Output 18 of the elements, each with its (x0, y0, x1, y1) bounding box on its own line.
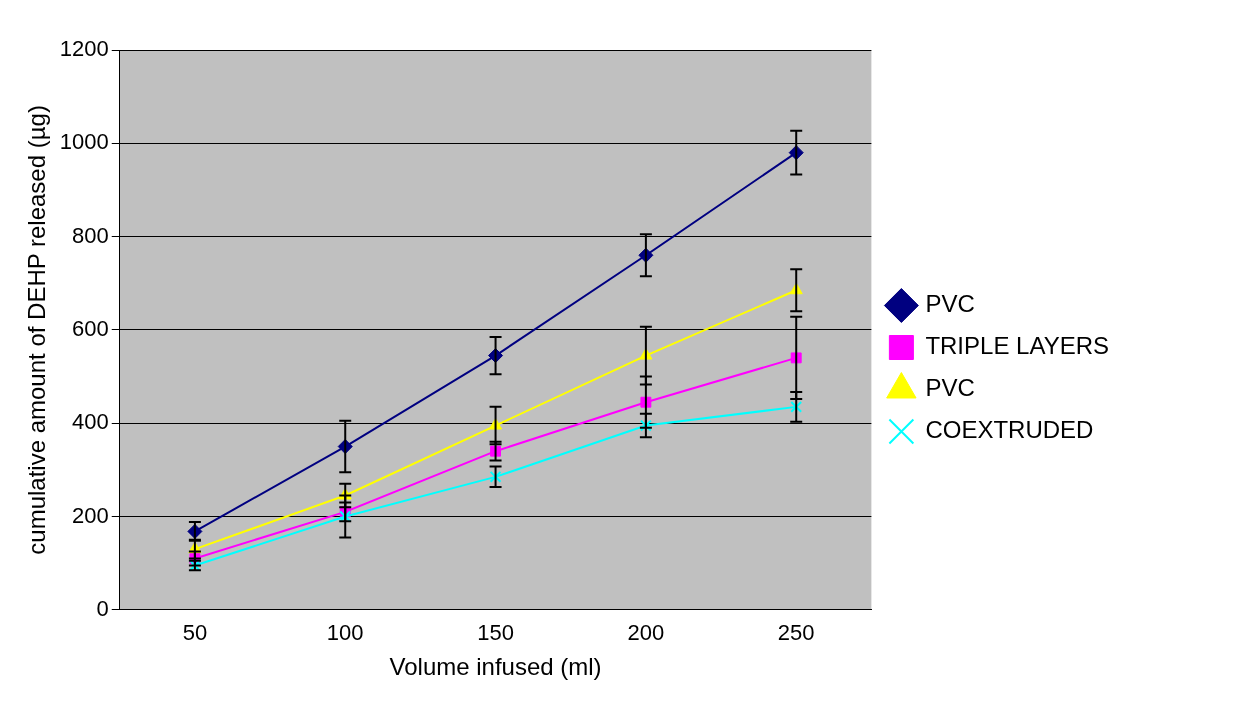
x-tick-label: 200 (627, 620, 665, 646)
y-tick-label: 1200 (59, 36, 109, 62)
y-tick-label: 600 (72, 315, 109, 341)
y-tick-label: 400 (72, 409, 109, 435)
y-tick-label: 1000 (59, 129, 109, 155)
legend-label: PVC (925, 290, 975, 318)
x-axis-title: Volume infused (ml) (389, 653, 602, 681)
y-tick-label: 800 (72, 222, 109, 248)
x-tick-label: 100 (326, 620, 364, 646)
x-tick-label: 250 (777, 620, 815, 646)
legend-label: TRIPLE LAYERS (925, 332, 1109, 360)
x-tick-label: 50 (182, 620, 208, 646)
y-axis-title: cumulative amount of DEHP released (µg) (23, 105, 51, 555)
y-tick-label: 200 (72, 502, 109, 528)
y-tick-label: 0 (96, 595, 109, 621)
legend-label: PVC (925, 374, 975, 402)
x-tick-label: 150 (477, 620, 514, 646)
legend-label: COEXTRUDED (925, 416, 1094, 444)
